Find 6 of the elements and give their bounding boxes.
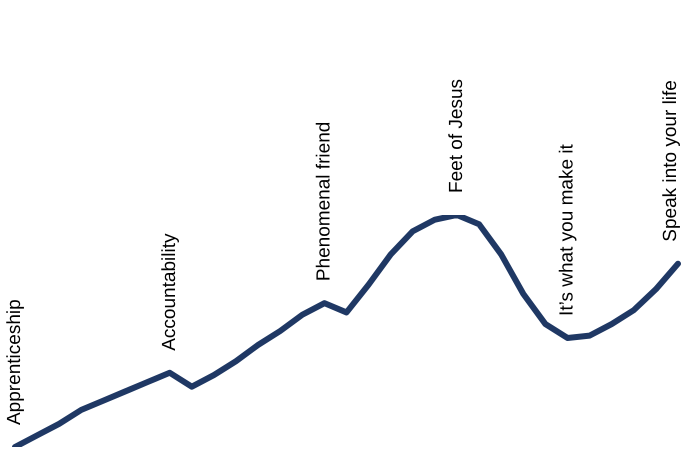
annotation: It’s what you make it	[556, 143, 578, 316]
annotation: Accountability	[158, 233, 180, 351]
annotation: Feet of Jesus	[446, 78, 468, 193]
annotation: Speak into your life	[660, 80, 682, 242]
annotation: Phenomenal friend	[314, 122, 335, 282]
annotation: Apprenticeship	[4, 299, 26, 425]
